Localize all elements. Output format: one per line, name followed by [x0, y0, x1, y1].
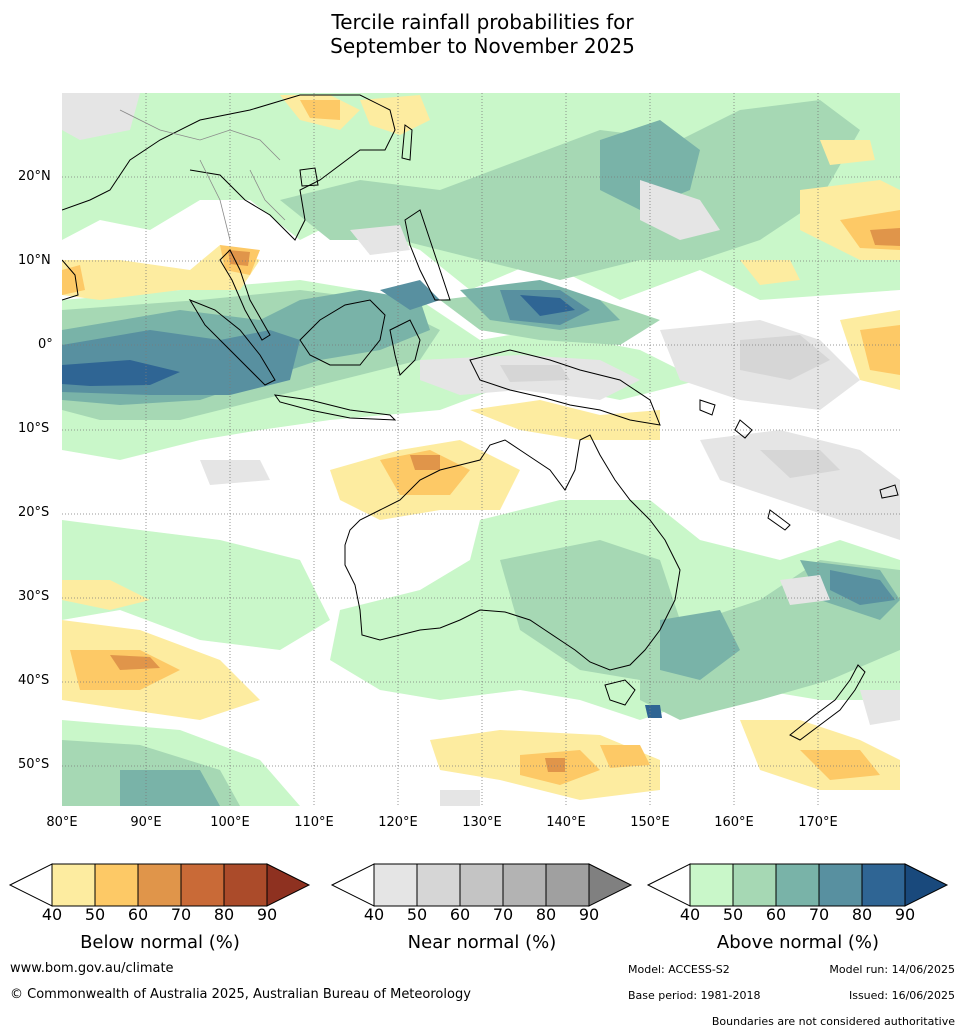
lon-label-80e: 80°E: [46, 815, 78, 830]
malay-peninsula-coast: [219, 249, 271, 341]
map-title: Tercile rainfall probabilities for Septe…: [0, 10, 965, 58]
near-tick-80: 80: [535, 905, 557, 924]
above-tick-70: 70: [808, 905, 830, 924]
lat-label-30s: 30°S: [18, 589, 50, 604]
lat-label-20n: 20°N: [18, 169, 51, 184]
probability-field: [62, 93, 900, 806]
lon-label-160e: 160°E: [714, 815, 754, 830]
title-line-2: September to November 2025: [330, 34, 635, 58]
above-tick-90: 90: [894, 905, 916, 924]
above-tick-80: 80: [851, 905, 873, 924]
lon-label-110e: 110°E: [294, 815, 334, 830]
coastlines: [62, 94, 899, 741]
lat-label-10n: 10°N: [18, 253, 51, 268]
near-colorbar-title: Near normal (%): [407, 932, 557, 953]
islands-east: [699, 399, 899, 531]
near-tick-90: 90: [578, 905, 600, 924]
india-tip-coast: [62, 259, 79, 301]
lat-label-40s: 40°S: [18, 673, 50, 688]
near-tick-60: 60: [449, 905, 471, 924]
philippines-coast: [404, 209, 451, 301]
below-tick-90: 90: [256, 905, 278, 924]
taiwan-coast: [401, 124, 413, 161]
bom-url-link[interactable]: www.bom.gov.au/climate: [10, 961, 174, 976]
near-tick-70: 70: [492, 905, 514, 924]
colorbar-above: [646, 863, 949, 907]
lat-label-10s: 10°S: [18, 421, 50, 436]
below-colorbar-title: Below normal (%): [80, 932, 240, 953]
java-coast: [273, 394, 397, 421]
tasmania-coast: [604, 679, 636, 706]
below-tick-50: 50: [84, 905, 106, 924]
borneo-coast: [299, 299, 386, 366]
hainan-coast: [299, 167, 319, 187]
sumatra-coast: [188, 298, 276, 386]
colorbar-near: [330, 863, 633, 907]
indochina-coast: [62, 94, 396, 241]
lat-label-50s: 50°S: [18, 757, 50, 772]
copyright-text: © Commonwealth of Australia 2025, Austra…: [10, 987, 471, 1002]
above-tick-40: 40: [679, 905, 701, 924]
below-normal-70-region: [110, 228, 900, 772]
below-tick-40: 40: [41, 905, 63, 924]
model-name: Model: ACCESS-S2: [628, 963, 730, 976]
base-period: Base period: 1981-2018: [628, 989, 761, 1002]
title-line-1: Tercile rainfall probabilities for: [331, 10, 634, 34]
lon-label-100e: 100°E: [210, 815, 250, 830]
boundaries-disclaimer: Boundaries are not considered authoritat…: [711, 1015, 955, 1028]
australia-coast: [344, 434, 681, 671]
lon-label-90e: 90°E: [130, 815, 162, 830]
issued-date: Issued: 16/06/2025: [848, 989, 955, 1002]
near-normal-50-region: [500, 335, 840, 478]
below-tick-70: 70: [170, 905, 192, 924]
lat-label-20s: 20°S: [18, 505, 50, 520]
new-guinea-coast: [469, 349, 661, 426]
near-tick-40: 40: [363, 905, 385, 924]
above-normal-80-region: [62, 295, 662, 718]
lon-label-120e: 120°E: [378, 815, 418, 830]
model-run-date: Model run: 14/06/2025: [829, 963, 955, 976]
lon-label-130e: 130°E: [462, 815, 502, 830]
lat-label-0: 0°: [38, 337, 53, 352]
lon-label-150e: 150°E: [630, 815, 670, 830]
sulawesi-coast: [389, 319, 421, 376]
country-borders: [119, 109, 286, 241]
lon-label-170e: 170°E: [798, 815, 838, 830]
colorbar-below: [8, 863, 311, 907]
near-tick-50: 50: [406, 905, 428, 924]
new-zealand-coast: [789, 664, 866, 741]
graticule: [62, 93, 900, 806]
above-colorbar-title: Above normal (%): [716, 932, 880, 953]
below-tick-60: 60: [127, 905, 149, 924]
lon-label-140e: 140°E: [546, 815, 586, 830]
below-tick-80: 80: [213, 905, 235, 924]
above-tick-50: 50: [722, 905, 744, 924]
above-tick-60: 60: [765, 905, 787, 924]
